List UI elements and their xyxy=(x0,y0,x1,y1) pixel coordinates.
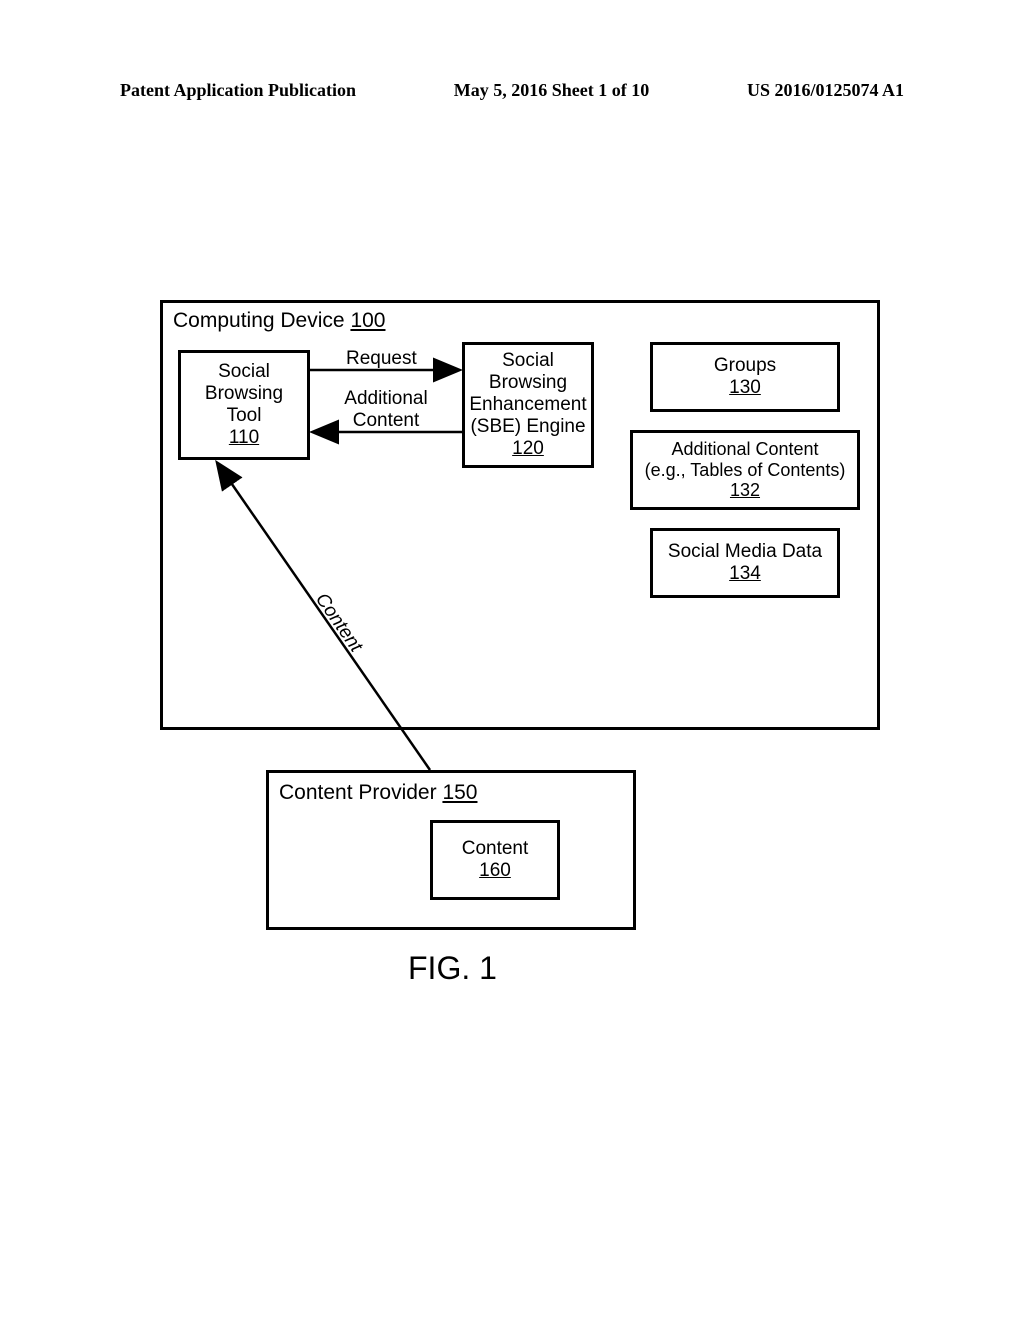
arrows-svg xyxy=(0,0,1024,1320)
figure-caption: FIG. 1 xyxy=(408,950,497,987)
request-label: Request xyxy=(346,348,417,370)
page: Patent Application Publication May 5, 20… xyxy=(0,0,1024,1320)
additional-content-label: Additional Content xyxy=(310,388,462,432)
